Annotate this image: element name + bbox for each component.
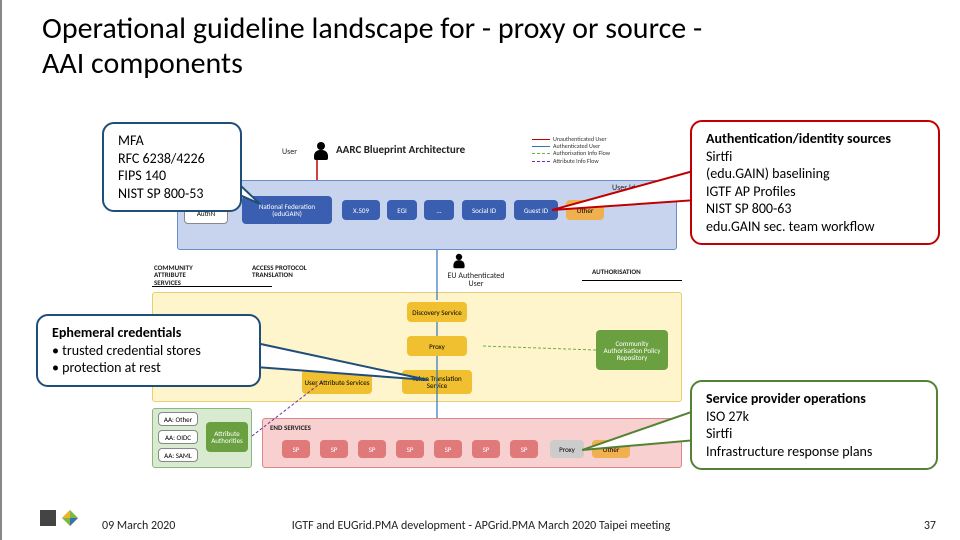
callout-auth-tail <box>552 160 702 220</box>
callout-line: FIPS 140 <box>118 167 226 185</box>
callout-line: IGTF AP Profiles <box>706 183 924 201</box>
callout-line: NIST SP 800-63 <box>706 200 924 218</box>
callout-line: Authentication/identity sources <box>706 130 924 148</box>
callout-line: MFA <box>118 132 226 150</box>
slide-title: Operational guideline landscape for - pr… <box>42 12 742 81</box>
callout-ephemeral: Ephemeral credentials • trusted credenti… <box>36 314 261 387</box>
callout-line: • trusted credential stores <box>52 342 245 360</box>
callout-line: edu.GAIN sec. team workflow <box>706 218 924 236</box>
callout-ephemeral-tail <box>242 340 432 390</box>
callout-line: • protection at rest <box>52 359 245 377</box>
callout-mfa: MFA RFC 6238/4226 FIPS 140 NIST SP 800-5… <box>102 122 242 212</box>
callout-spops-tail <box>582 400 702 460</box>
footer-page-number: 37 <box>924 519 936 533</box>
callout-auth-sources: Authentication/identity sources Sirtfi (… <box>690 120 940 245</box>
footer-center: IGTF and EUGrid.PMA development - APGrid… <box>2 519 960 533</box>
callout-line: Ephemeral credentials <box>52 324 245 342</box>
callout-line: (edu.GAIN) baselining <box>706 165 924 183</box>
callout-line: Sirtfi <box>706 148 924 166</box>
callout-line: ISO 27k <box>706 408 922 426</box>
callout-line: NIST SP 800-53 <box>118 185 226 203</box>
callout-sp-ops: Service provider operations ISO 27k Sirt… <box>690 380 938 470</box>
callout-line: Infrastructure response plans <box>706 443 922 461</box>
callout-line: Service provider operations <box>706 390 922 408</box>
callout-line: Sirtfi <box>706 425 922 443</box>
callout-line: RFC 6238/4226 <box>118 150 226 168</box>
